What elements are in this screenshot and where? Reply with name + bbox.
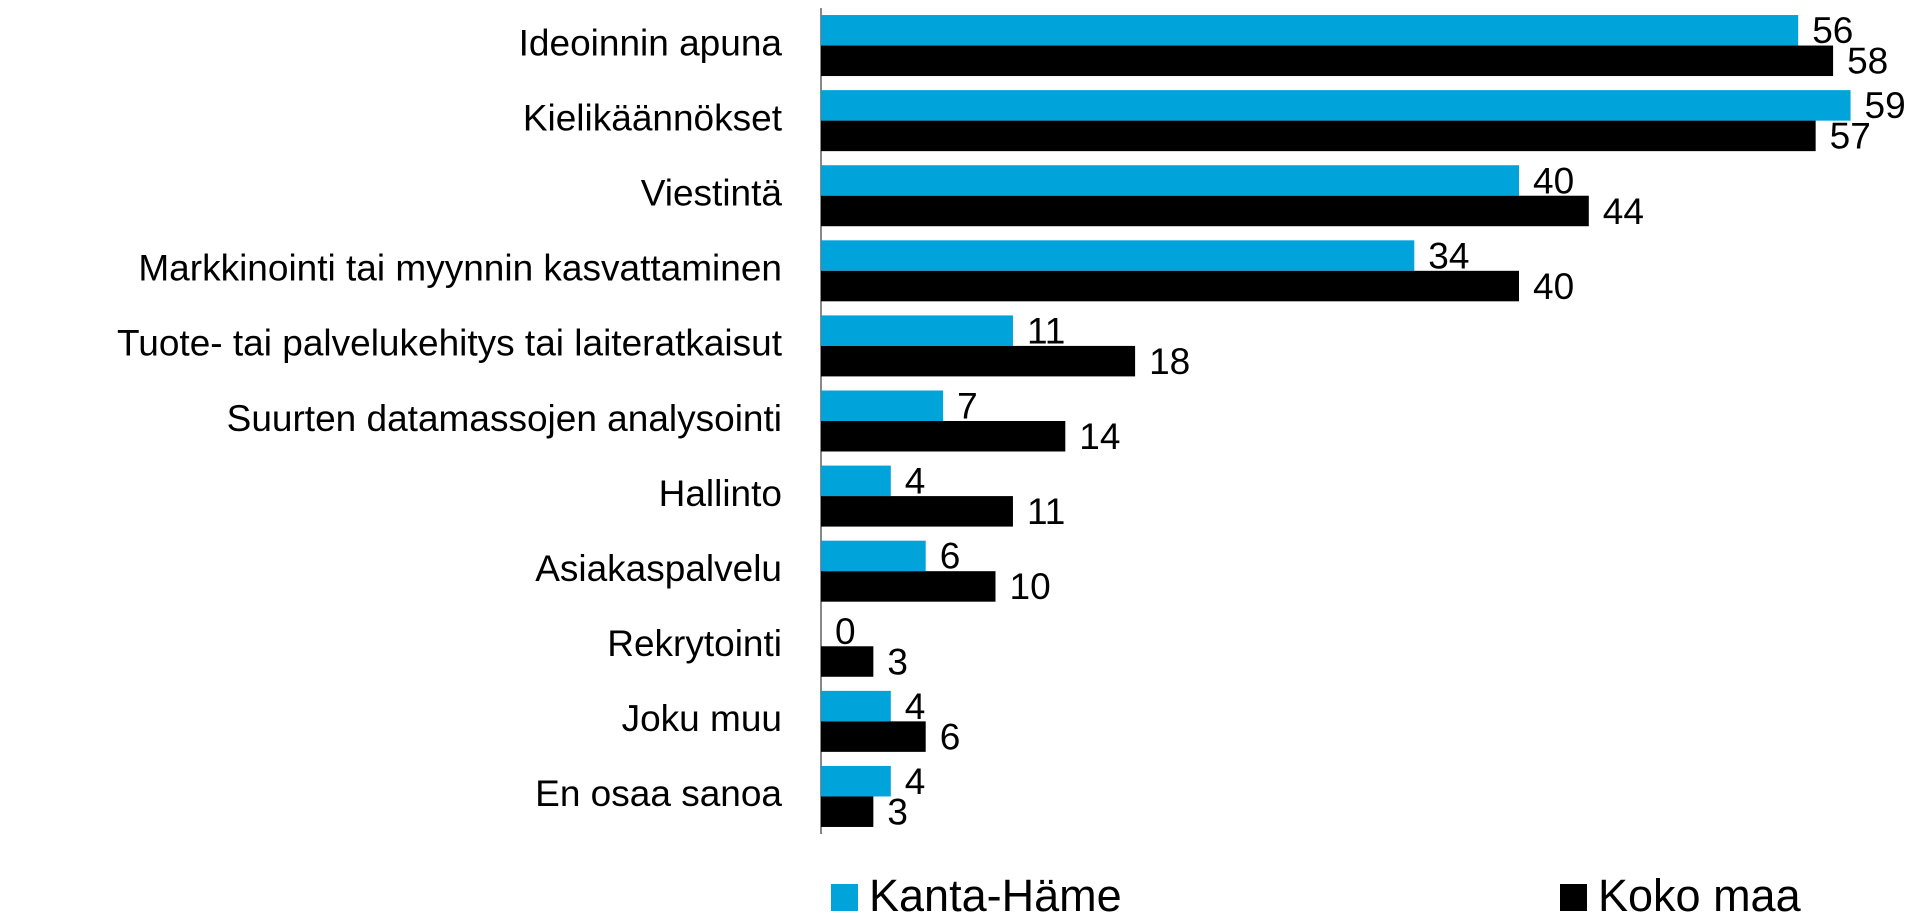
category-label: Markkinointi tai myynnin kasvattaminen bbox=[138, 248, 782, 289]
value-label: 0 bbox=[835, 611, 856, 652]
bar bbox=[821, 90, 1851, 121]
value-label: 44 bbox=[1603, 191, 1644, 232]
bar bbox=[821, 345, 1136, 377]
value-label: 4 bbox=[905, 686, 926, 727]
value-label: 34 bbox=[1428, 235, 1469, 276]
category-label: Hallinto bbox=[659, 473, 782, 514]
value-label: 10 bbox=[1010, 566, 1051, 607]
bar bbox=[821, 315, 1013, 346]
bar bbox=[821, 270, 1519, 302]
bar bbox=[821, 496, 1013, 527]
bar bbox=[821, 690, 891, 722]
bar bbox=[821, 120, 1816, 152]
value-label: 58 bbox=[1847, 41, 1888, 82]
bar bbox=[821, 165, 1519, 196]
value-label: 59 bbox=[1865, 85, 1906, 126]
value-label: 40 bbox=[1533, 160, 1574, 201]
category-label: En osaa sanoa bbox=[535, 773, 782, 814]
value-label: 4 bbox=[905, 461, 926, 502]
value-label: 4 bbox=[905, 761, 926, 802]
bar bbox=[821, 195, 1589, 227]
bar bbox=[821, 390, 944, 421]
category-label: Joku muu bbox=[622, 698, 782, 739]
category-label: Asiakaspalvelu bbox=[535, 548, 782, 589]
value-label: 3 bbox=[887, 641, 908, 682]
value-label: 7 bbox=[957, 386, 978, 427]
bar bbox=[821, 796, 874, 827]
category-label: Suurten datamassojen analysointi bbox=[227, 398, 782, 439]
legend-swatch bbox=[1560, 884, 1587, 911]
category-label: Kielikäännökset bbox=[523, 97, 783, 138]
value-label: 6 bbox=[940, 716, 961, 757]
category-label: Viestintä bbox=[641, 173, 783, 214]
value-label: 18 bbox=[1149, 341, 1190, 382]
bar bbox=[821, 465, 891, 497]
value-label: 11 bbox=[1027, 310, 1065, 351]
category-label: Ideoinnin apuna bbox=[519, 22, 783, 63]
bar bbox=[821, 421, 1066, 452]
category-label: Tuote- tai palvelukehitys tai laiteratka… bbox=[117, 323, 783, 364]
value-label: 57 bbox=[1830, 116, 1871, 157]
value-label: 11 bbox=[1027, 491, 1065, 532]
category-label: Rekrytointi bbox=[607, 623, 782, 664]
bar bbox=[821, 721, 926, 752]
bar bbox=[821, 15, 1799, 46]
value-label: 56 bbox=[1812, 10, 1853, 51]
bar bbox=[821, 571, 996, 602]
value-label: 3 bbox=[887, 791, 908, 832]
bar bbox=[821, 240, 1415, 271]
value-label: 40 bbox=[1533, 266, 1574, 307]
value-label: 6 bbox=[940, 536, 961, 577]
legend-swatch bbox=[831, 884, 858, 911]
bar bbox=[821, 45, 1834, 77]
bar bbox=[821, 765, 891, 797]
legend-label: Kanta-Häme bbox=[869, 870, 1122, 918]
bar bbox=[821, 646, 874, 677]
bar bbox=[821, 540, 926, 572]
legend-label: Koko maa bbox=[1598, 870, 1802, 918]
value-label: 14 bbox=[1079, 416, 1120, 457]
